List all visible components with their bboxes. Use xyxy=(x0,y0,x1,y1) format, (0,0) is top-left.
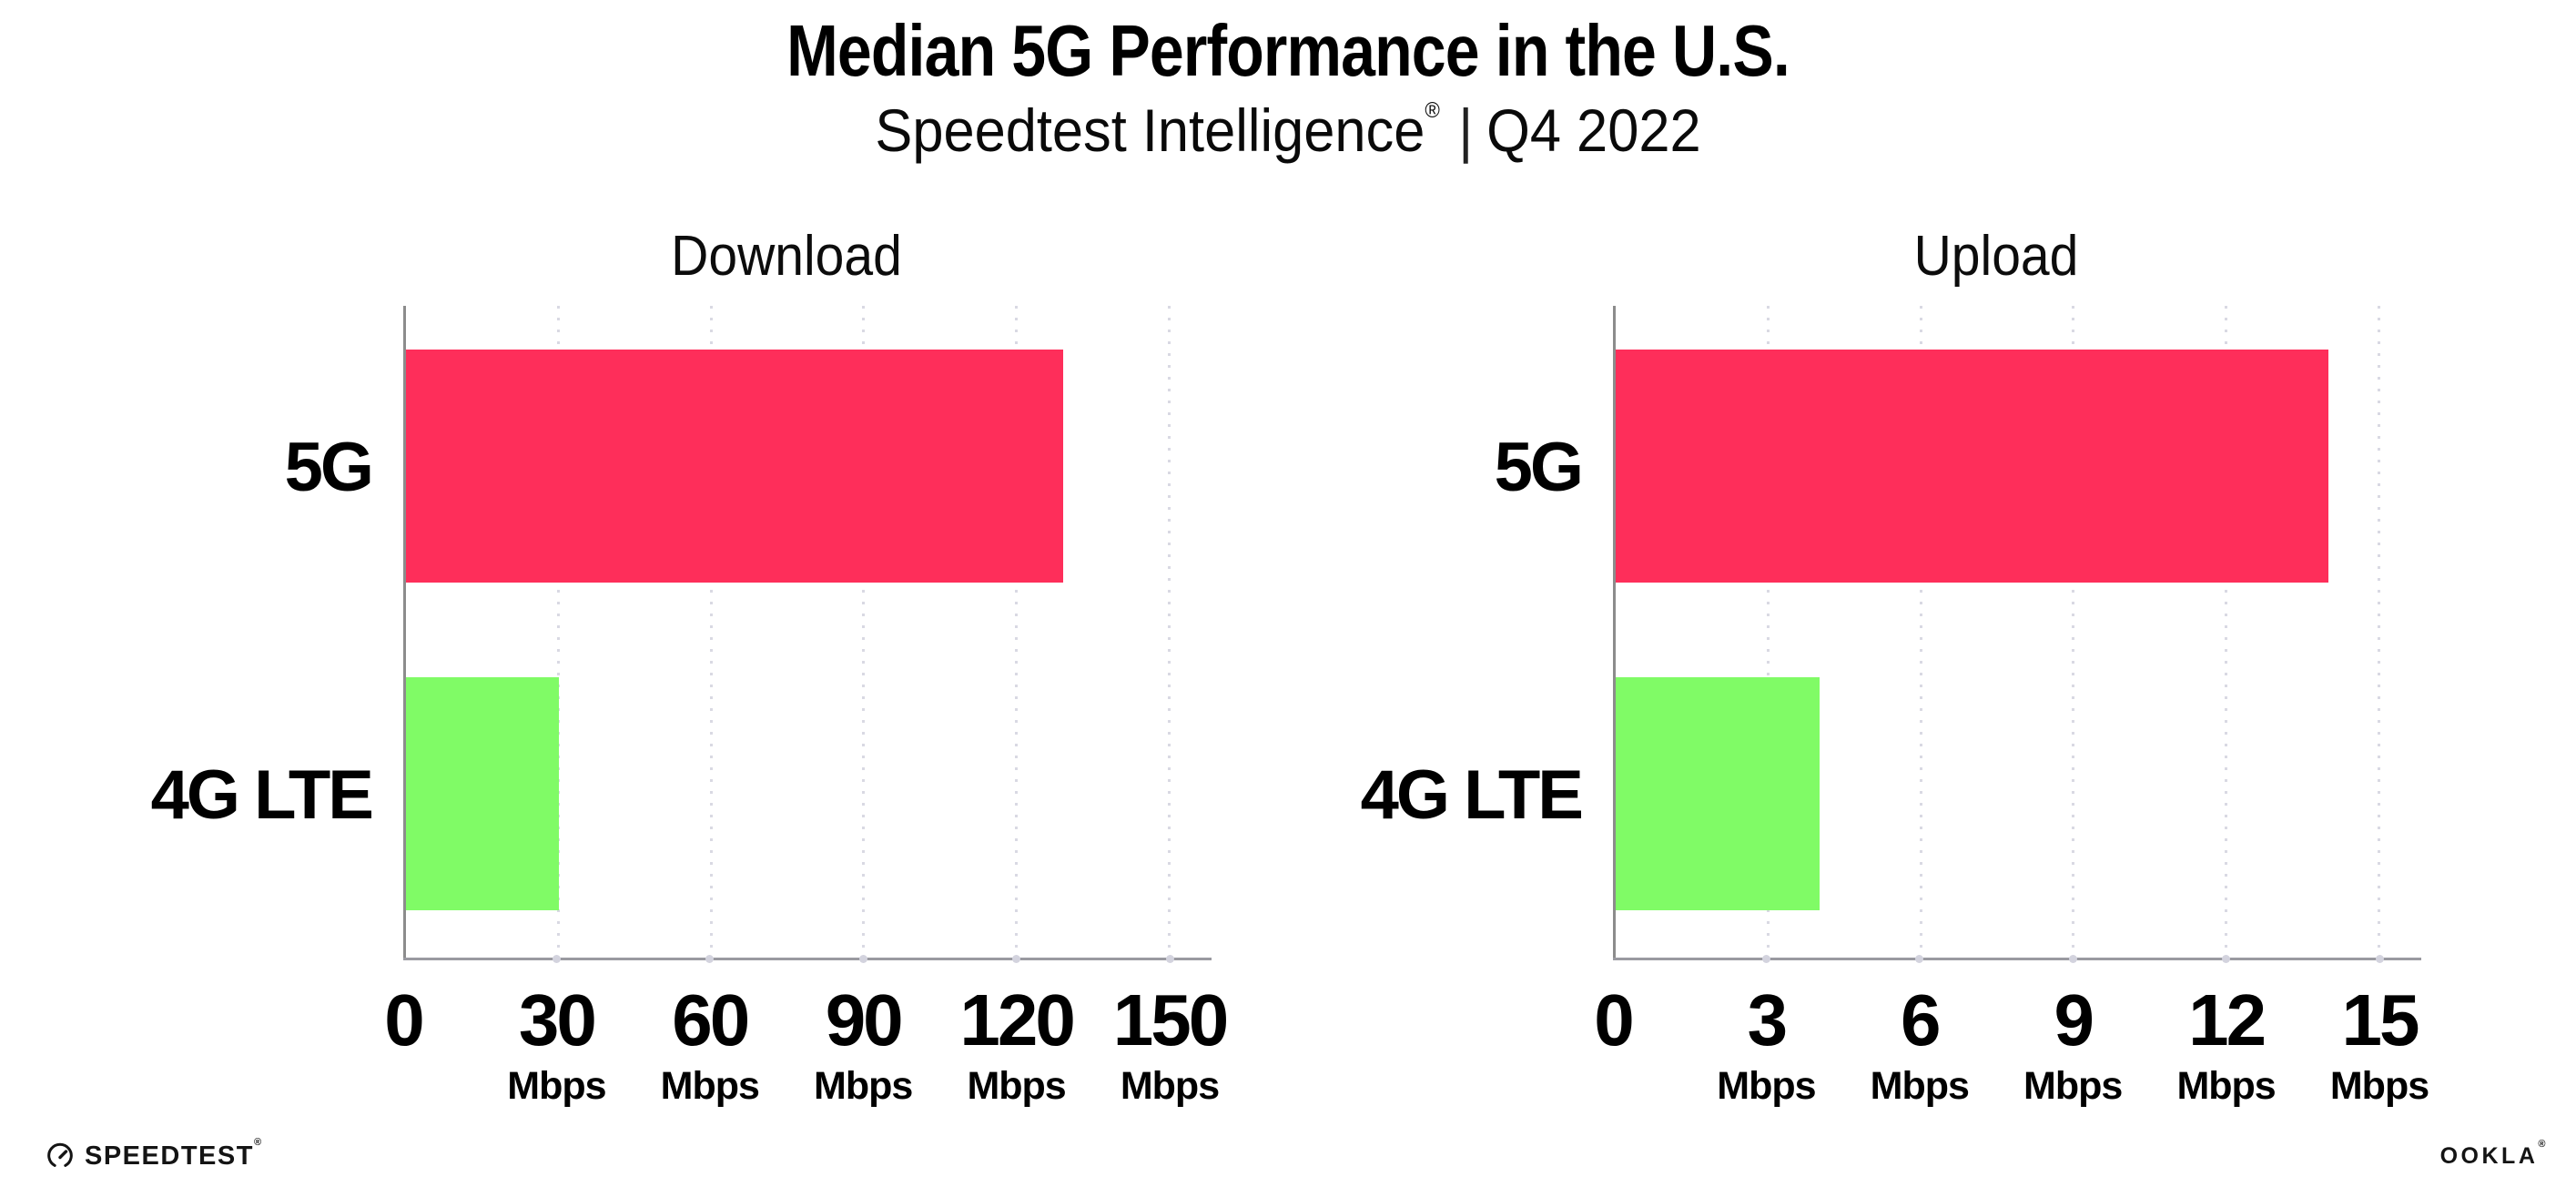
x-tick: 12 Mbps xyxy=(2176,979,2276,1108)
speedtest-gauge-icon xyxy=(46,1141,75,1171)
x-tick-unit: Mbps xyxy=(814,1064,913,1108)
x-tick-value: 60 xyxy=(672,979,750,1060)
x-tick-unit: Mbps xyxy=(967,1064,1066,1108)
gridline xyxy=(556,306,560,958)
page-subtitle: Speedtest Intelligence® | Q4 2022 xyxy=(90,96,2486,166)
x-tick-unit: Mbps xyxy=(660,1064,760,1108)
category-label-4g-lte: 4G LTE xyxy=(150,756,374,834)
category-label-4g-lte: 4G LTE xyxy=(1360,756,1584,834)
x-tick: 15 Mbps xyxy=(2330,984,2429,1106)
axis-tick-dot xyxy=(1915,955,1923,963)
upload-chart-title: Upload xyxy=(1913,225,2079,288)
axis-tick-dot xyxy=(2069,955,2077,963)
x-tick-value: 0 xyxy=(1594,979,1634,1060)
x-tick-value: 30 xyxy=(518,979,597,1060)
axis-tick-dot xyxy=(859,955,867,963)
upload-chart-panel: Upload 5G 4G LTE 0 3 Mbps xyxy=(1264,223,2502,1161)
x-tick-value: 90 xyxy=(825,979,904,1060)
ookla-wordmark: OOKLA xyxy=(2439,1143,2539,1169)
axis-tick-dot xyxy=(705,955,714,963)
bar-4g-lte-download xyxy=(406,677,559,910)
bar-5g-upload xyxy=(1616,350,2329,583)
x-tick-unit: Mbps xyxy=(2023,1064,2123,1108)
x-tick-unit: Mbps xyxy=(2176,1064,2276,1108)
ookla-logo: OOKLA® xyxy=(2439,1140,2549,1169)
x-tick-value: 0 xyxy=(384,979,424,1060)
subtitle-brand: Speedtest Intelligence xyxy=(875,96,1425,164)
subtitle-period: Q4 2022 xyxy=(1486,96,1701,164)
gridline xyxy=(2072,306,2075,958)
gridline xyxy=(2225,306,2228,958)
axis-tick-dot xyxy=(1762,955,1770,963)
speedtest-wordmark: SPEEDTEST® xyxy=(85,1136,263,1171)
upload-plot-area xyxy=(1613,306,2380,958)
upload-x-ticks: 0 3 Mbps 6 Mbps 9 Mbps 12 Mbps 15 Mbps xyxy=(1594,979,2429,1139)
axis-tick-dot xyxy=(1166,955,1174,963)
bar-5g-download xyxy=(406,350,1063,583)
x-tick-unit: Mbps xyxy=(2329,1064,2429,1108)
x-axis-line xyxy=(403,955,1212,963)
x-tick-unit: Mbps xyxy=(507,1064,606,1108)
speedtest-logo: SPEEDTEST® xyxy=(46,1136,263,1171)
x-tick: 6 Mbps xyxy=(1870,979,1970,1108)
x-tick-unit: Mbps xyxy=(1717,1064,1816,1108)
download-plot-area xyxy=(403,306,1171,958)
gridline xyxy=(709,306,713,958)
ookla-trademark: ® xyxy=(2538,1139,2549,1150)
x-tick: 0 xyxy=(1594,979,1634,1060)
registered-mark: ® xyxy=(1425,98,1440,123)
x-tick: 0 xyxy=(384,979,424,1060)
axis-tick-dot xyxy=(2222,955,2230,963)
bar-4g-lte-upload xyxy=(1616,677,1820,910)
category-label-5g: 5G xyxy=(284,429,374,506)
x-tick: 30 Mbps xyxy=(507,979,606,1108)
axis-tick-dot xyxy=(1012,955,1020,963)
x-tick-unit: Mbps xyxy=(1120,1064,1220,1108)
x-tick: 120 Mbps xyxy=(959,979,1075,1108)
gridline xyxy=(1919,306,1922,958)
gridline xyxy=(1168,306,1171,958)
x-tick: 3 Mbps xyxy=(1717,979,1816,1108)
x-tick-value: 15 xyxy=(2341,979,2420,1060)
x-tick: 9 Mbps xyxy=(2023,979,2123,1108)
download-chart-panel: Download 5G 4G LTE 0 30 Mbps xyxy=(55,223,1293,1161)
x-tick-value: 6 xyxy=(1901,979,1942,1060)
x-tick-value: 150 xyxy=(1112,979,1229,1060)
x-tick-value: 12 xyxy=(2188,979,2267,1060)
page-title: Median 5G Performance in the U.S. xyxy=(786,10,1790,91)
gridline xyxy=(1766,306,1770,958)
x-tick: 60 Mbps xyxy=(660,979,760,1108)
gridline xyxy=(2378,306,2380,958)
subtitle-separator: | xyxy=(1458,96,1474,164)
speedtest-trademark: ® xyxy=(253,1136,263,1148)
x-tick: 90 Mbps xyxy=(814,979,913,1108)
category-label-5g: 5G xyxy=(1494,429,1584,506)
download-chart-title: Download xyxy=(671,225,902,288)
x-tick-value: 3 xyxy=(1747,979,1789,1060)
gridline xyxy=(1015,306,1019,958)
gridline xyxy=(862,306,866,958)
x-tick-unit: Mbps xyxy=(1870,1064,1970,1108)
x-tick: 150 Mbps xyxy=(1112,979,1229,1108)
x-tick-value: 120 xyxy=(959,979,1075,1060)
x-axis-line xyxy=(1613,955,2421,963)
axis-tick-dot xyxy=(553,955,561,963)
x-tick-value: 9 xyxy=(2054,979,2094,1060)
download-x-ticks: 0 30 Mbps 60 Mbps 90 Mbps 120 Mbps 150 M… xyxy=(384,979,1229,1139)
axis-tick-dot xyxy=(2376,955,2384,963)
